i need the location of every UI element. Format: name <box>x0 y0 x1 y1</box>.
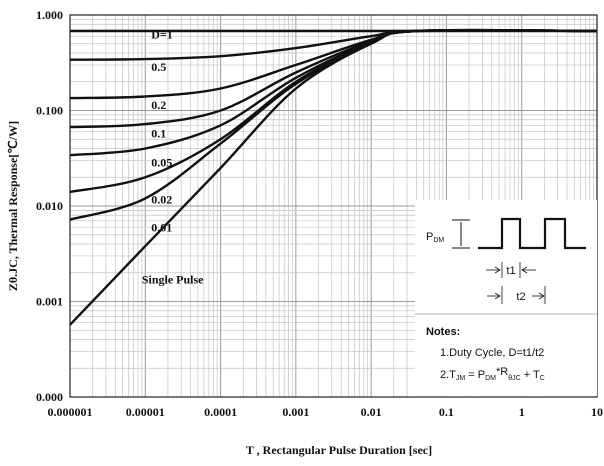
x-tick-label: 0.1 <box>439 405 454 419</box>
t2-dimension <box>487 286 546 304</box>
x-tick-label: 0.01 <box>361 405 382 419</box>
curve-label: 0.1 <box>151 127 166 141</box>
curve-label: Single Pulse <box>142 272 204 286</box>
note2-b-sub: DM <box>485 375 496 382</box>
grid-lines <box>69 15 597 398</box>
x-tick-label: 0.001 <box>282 405 309 419</box>
pdm-label-main: P <box>426 231 433 243</box>
pdm-label-sub: DM <box>433 237 444 244</box>
curve-label: 0.05 <box>151 155 172 169</box>
note2-c: *R <box>496 366 508 378</box>
pdm-label: PDM <box>426 231 444 244</box>
t2-label: t2 <box>516 291 525 303</box>
x-tick-label: 1 <box>519 405 525 419</box>
note-tjm-formula: 2.TJM = PDM*RθJC + TC <box>440 366 545 382</box>
note2-a: 2.T <box>440 369 456 381</box>
inset-background <box>415 200 597 396</box>
x-tick-labels: 0.000001 0.00001 0.0001 0.001 0.01 0.1 1 10 <box>48 405 604 419</box>
note2-d-sub: C <box>540 375 545 382</box>
y-tick-label: 0.100 <box>36 104 63 118</box>
curve-label: D=1 <box>151 27 173 41</box>
curve-label: 0.2 <box>151 98 166 112</box>
note2-d: + T <box>521 369 540 381</box>
y-axis-title: Zθ.JC, Thermal Response[℃/W] <box>6 121 20 291</box>
x-tick-label: 0.0001 <box>204 405 237 419</box>
x-tick-label: 0.00001 <box>126 405 165 419</box>
curve-single-pulse <box>69 28 598 326</box>
pdm-height-marker <box>452 219 470 249</box>
curve-label: 0.02 <box>151 193 172 207</box>
y-tick-label: 0.000 <box>36 390 63 404</box>
y-tick-label: 0.001 <box>36 295 63 309</box>
curve-labels-layer: D=1 0.5 0.2 0.1 0.05 0.02 0.01 Single Pulse <box>142 27 204 286</box>
curves-layer <box>69 28 598 326</box>
curve-label: 0.01 <box>151 221 172 235</box>
x-tick-label: 0.000001 <box>48 405 93 419</box>
pulse-waveform <box>478 217 586 250</box>
inset-panel: PDM t1 t2 Notes: 1.Duty Cycle, D=t1 <box>415 200 597 396</box>
x-axis-title: T , Rectangular Pulse Duration [sec] <box>246 443 432 457</box>
x-tick-label: 10 <box>591 405 603 419</box>
note2-c-sub: θJC <box>508 375 520 382</box>
y-tick-label: 1.000 <box>36 8 63 22</box>
y-tick-label: 0.010 <box>36 199 63 213</box>
note2-b: = P <box>465 369 485 381</box>
t1-label: t1 <box>506 265 515 277</box>
notes-title: Notes: <box>426 326 460 338</box>
note-duty-cycle: 1.Duty Cycle, D=t1/t2 <box>440 347 544 359</box>
curve-label: 0.5 <box>151 60 166 74</box>
y-tick-labels: 1.000 0.100 0.010 0.001 0.000 <box>36 8 63 404</box>
t1-dimension <box>486 262 536 278</box>
note2-a-sub: JM <box>456 375 466 382</box>
